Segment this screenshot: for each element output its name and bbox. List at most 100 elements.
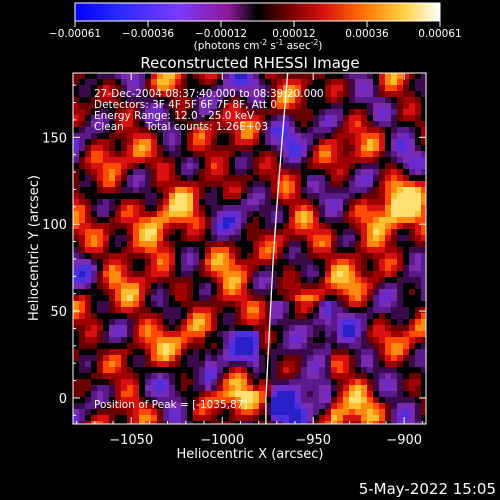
heatmap-cell: [175, 301, 182, 308]
heatmap-cell: [115, 379, 122, 386]
heatmap-cell: [193, 193, 200, 200]
heatmap-cell: [397, 91, 404, 98]
heatmap-cell: [403, 199, 410, 206]
heatmap-cell: [199, 199, 206, 206]
heatmap-cell: [307, 355, 314, 362]
heatmap-cell: [241, 187, 248, 194]
heatmap-cell: [265, 115, 272, 122]
heatmap-cell: [97, 145, 104, 152]
heatmap-cell: [409, 409, 416, 416]
heatmap-cell: [73, 229, 80, 236]
heatmap-cell: [73, 199, 80, 206]
heatmap-cell: [163, 313, 170, 320]
heatmap-cell: [343, 133, 350, 140]
heatmap-cell: [343, 295, 350, 302]
heatmap-cell: [409, 415, 416, 422]
heatmap-cell: [265, 193, 272, 200]
heatmap-cell: [421, 307, 426, 314]
heatmap-cell: [223, 313, 230, 320]
heatmap-cell: [373, 211, 380, 218]
heatmap-cell: [229, 253, 236, 260]
heatmap-cell: [415, 175, 422, 182]
heatmap-cell: [121, 163, 128, 170]
heatmap-cell: [355, 145, 362, 152]
heatmap-cell: [121, 247, 128, 254]
heatmap-cell: [379, 409, 386, 416]
heatmap-cell: [151, 379, 158, 386]
heatmap-cell: [409, 253, 416, 260]
heatmap-cell: [121, 391, 128, 398]
heatmap-cell: [349, 223, 356, 230]
heatmap-cell: [241, 103, 248, 110]
heatmap-cell: [127, 97, 134, 104]
heatmap-cell: [115, 85, 122, 92]
heatmap-cell: [379, 391, 386, 398]
heatmap-cell: [223, 241, 230, 248]
heatmap-cell: [241, 139, 248, 146]
heatmap-cell: [229, 277, 236, 284]
heatmap-cell: [391, 193, 398, 200]
heatmap-cell: [235, 235, 242, 242]
heatmap-cell: [133, 367, 140, 374]
heatmap-cell: [247, 115, 254, 122]
heatmap-cell: [391, 235, 398, 242]
heatmap-cell: [415, 103, 422, 110]
heatmap-cell: [175, 373, 182, 380]
heatmap-cell: [325, 397, 332, 404]
heatmap-cell: [319, 127, 326, 134]
heatmap-cell: [205, 85, 212, 92]
heatmap-cell: [367, 355, 374, 362]
heatmap-cell: [133, 391, 140, 398]
heatmap-cell: [247, 385, 254, 392]
heatmap-cell: [109, 121, 116, 128]
heatmap-cell: [73, 217, 80, 224]
heatmap-cell: [145, 115, 152, 122]
heatmap-cell: [169, 421, 176, 424]
heatmap-cell: [259, 415, 266, 422]
heatmap-cell: [313, 199, 320, 206]
heatmap-cell: [139, 409, 146, 416]
colorbar: [74, 2, 441, 22]
heatmap-cell: [385, 229, 392, 236]
heatmap-cell: [163, 253, 170, 260]
heatmap-cell: [289, 235, 296, 242]
heatmap-cell: [211, 247, 218, 254]
heatmap-cell: [181, 121, 188, 128]
heatmap-cell: [379, 127, 386, 134]
heatmap-cell: [391, 397, 398, 404]
heatmap-cell: [349, 235, 356, 242]
heatmap-cell: [217, 325, 224, 332]
heatmap-cell: [211, 229, 218, 236]
heatmap-cell: [151, 295, 158, 302]
heatmap-cell: [355, 409, 362, 416]
heatmap-cell: [421, 355, 426, 362]
heatmap-cell: [367, 229, 374, 236]
heatmap-cell: [259, 277, 266, 284]
heatmap-cell: [277, 265, 284, 272]
heatmap-cell: [277, 307, 284, 314]
heatmap-cell: [337, 85, 344, 92]
heatmap-cell: [235, 139, 242, 146]
heatmap-cell: [151, 373, 158, 380]
heatmap-cell: [157, 109, 164, 116]
heatmap-cell: [103, 115, 110, 122]
heatmap-cell: [241, 301, 248, 308]
heatmap-cell: [247, 79, 254, 86]
heatmap-cell: [355, 199, 362, 206]
heatmap-cell: [211, 379, 218, 386]
heatmap-cell: [253, 211, 260, 218]
heatmap-cell: [163, 85, 170, 92]
heatmap-cell: [79, 169, 86, 176]
heatmap-cell: [109, 307, 116, 314]
heatmap-cell: [271, 283, 278, 290]
heatmap-cell: [163, 265, 170, 272]
heatmap-cell: [241, 313, 248, 320]
heatmap-cell: [343, 319, 350, 326]
heatmap-cell: [229, 103, 236, 110]
heatmap-cell: [169, 223, 176, 230]
heatmap-cell: [283, 301, 290, 308]
heatmap-cell: [139, 403, 146, 410]
heatmap-cell: [373, 295, 380, 302]
heatmap-cell: [343, 229, 350, 236]
heatmap-cell: [181, 193, 188, 200]
